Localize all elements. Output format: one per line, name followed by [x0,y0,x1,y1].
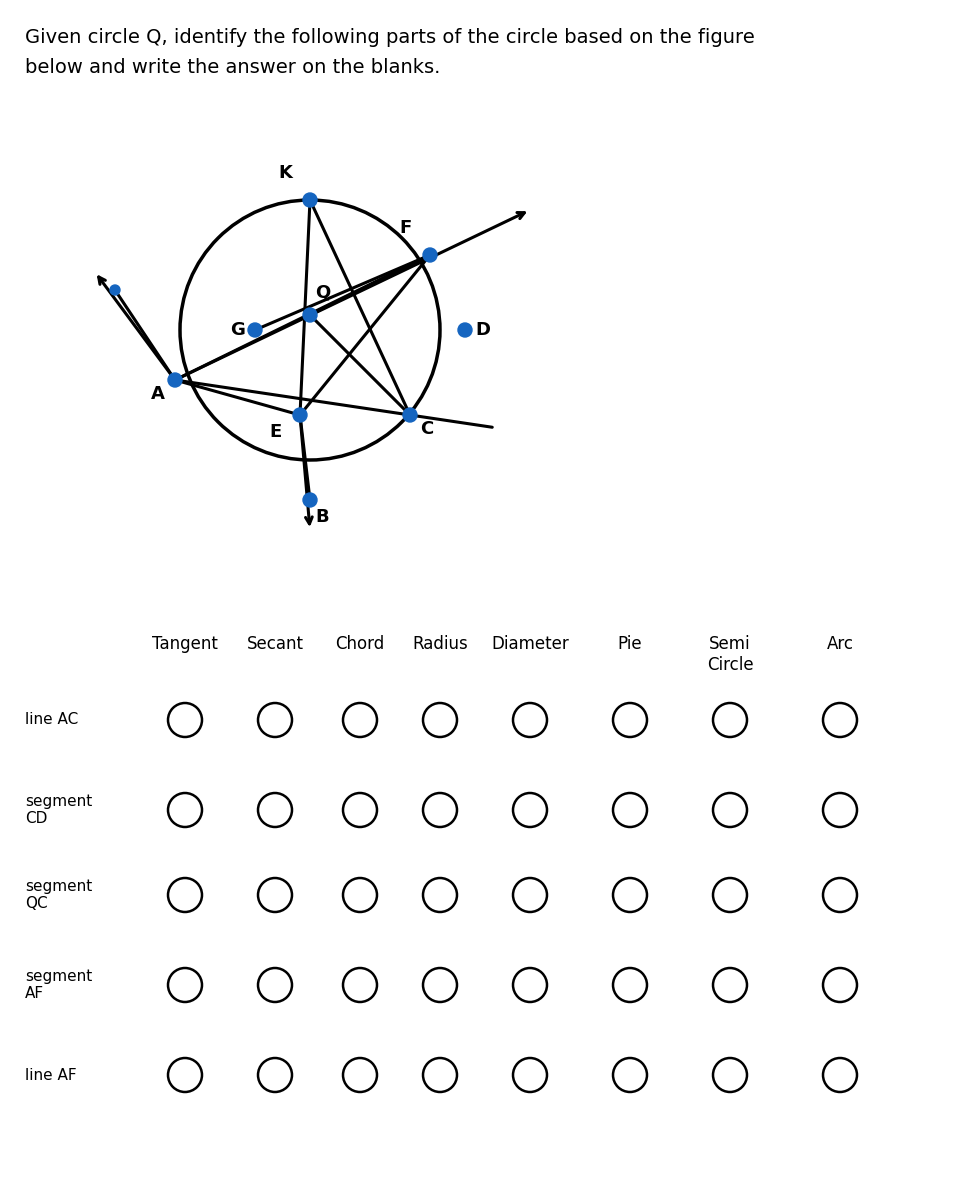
Circle shape [303,193,317,206]
Text: segment
AF: segment AF [25,968,92,1001]
Text: segment
QC: segment QC [25,878,92,911]
Text: Secant: Secant [246,635,304,653]
Text: Semi
Circle: Semi Circle [706,635,753,673]
Text: D: D [475,320,490,338]
Circle shape [303,308,317,322]
Circle shape [423,248,437,262]
Text: Diameter: Diameter [491,635,569,653]
Circle shape [168,373,182,386]
Text: G: G [231,320,245,338]
Text: line AC: line AC [25,713,78,727]
Text: B: B [315,508,329,526]
Text: Given circle Q, identify the following parts of the circle based on the figure: Given circle Q, identify the following p… [25,28,755,47]
Circle shape [403,408,417,422]
Text: below and write the answer on the blanks.: below and write the answer on the blanks… [25,58,441,77]
Text: A: A [151,385,165,403]
Circle shape [293,408,307,422]
Text: Chord: Chord [336,635,384,653]
Text: F: F [400,218,412,236]
Text: Tangent: Tangent [152,635,218,653]
Text: segment
CD: segment CD [25,794,92,826]
Circle shape [458,323,472,337]
Text: E: E [270,422,282,440]
Text: Radius: Radius [413,635,468,653]
Circle shape [110,284,120,295]
Text: line AF: line AF [25,1068,77,1082]
Text: Q: Q [315,283,330,301]
Text: Arc: Arc [826,635,853,653]
Circle shape [303,493,317,506]
Text: Pie: Pie [618,635,642,653]
Text: K: K [278,164,292,182]
Circle shape [248,323,262,337]
Text: C: C [420,420,433,438]
